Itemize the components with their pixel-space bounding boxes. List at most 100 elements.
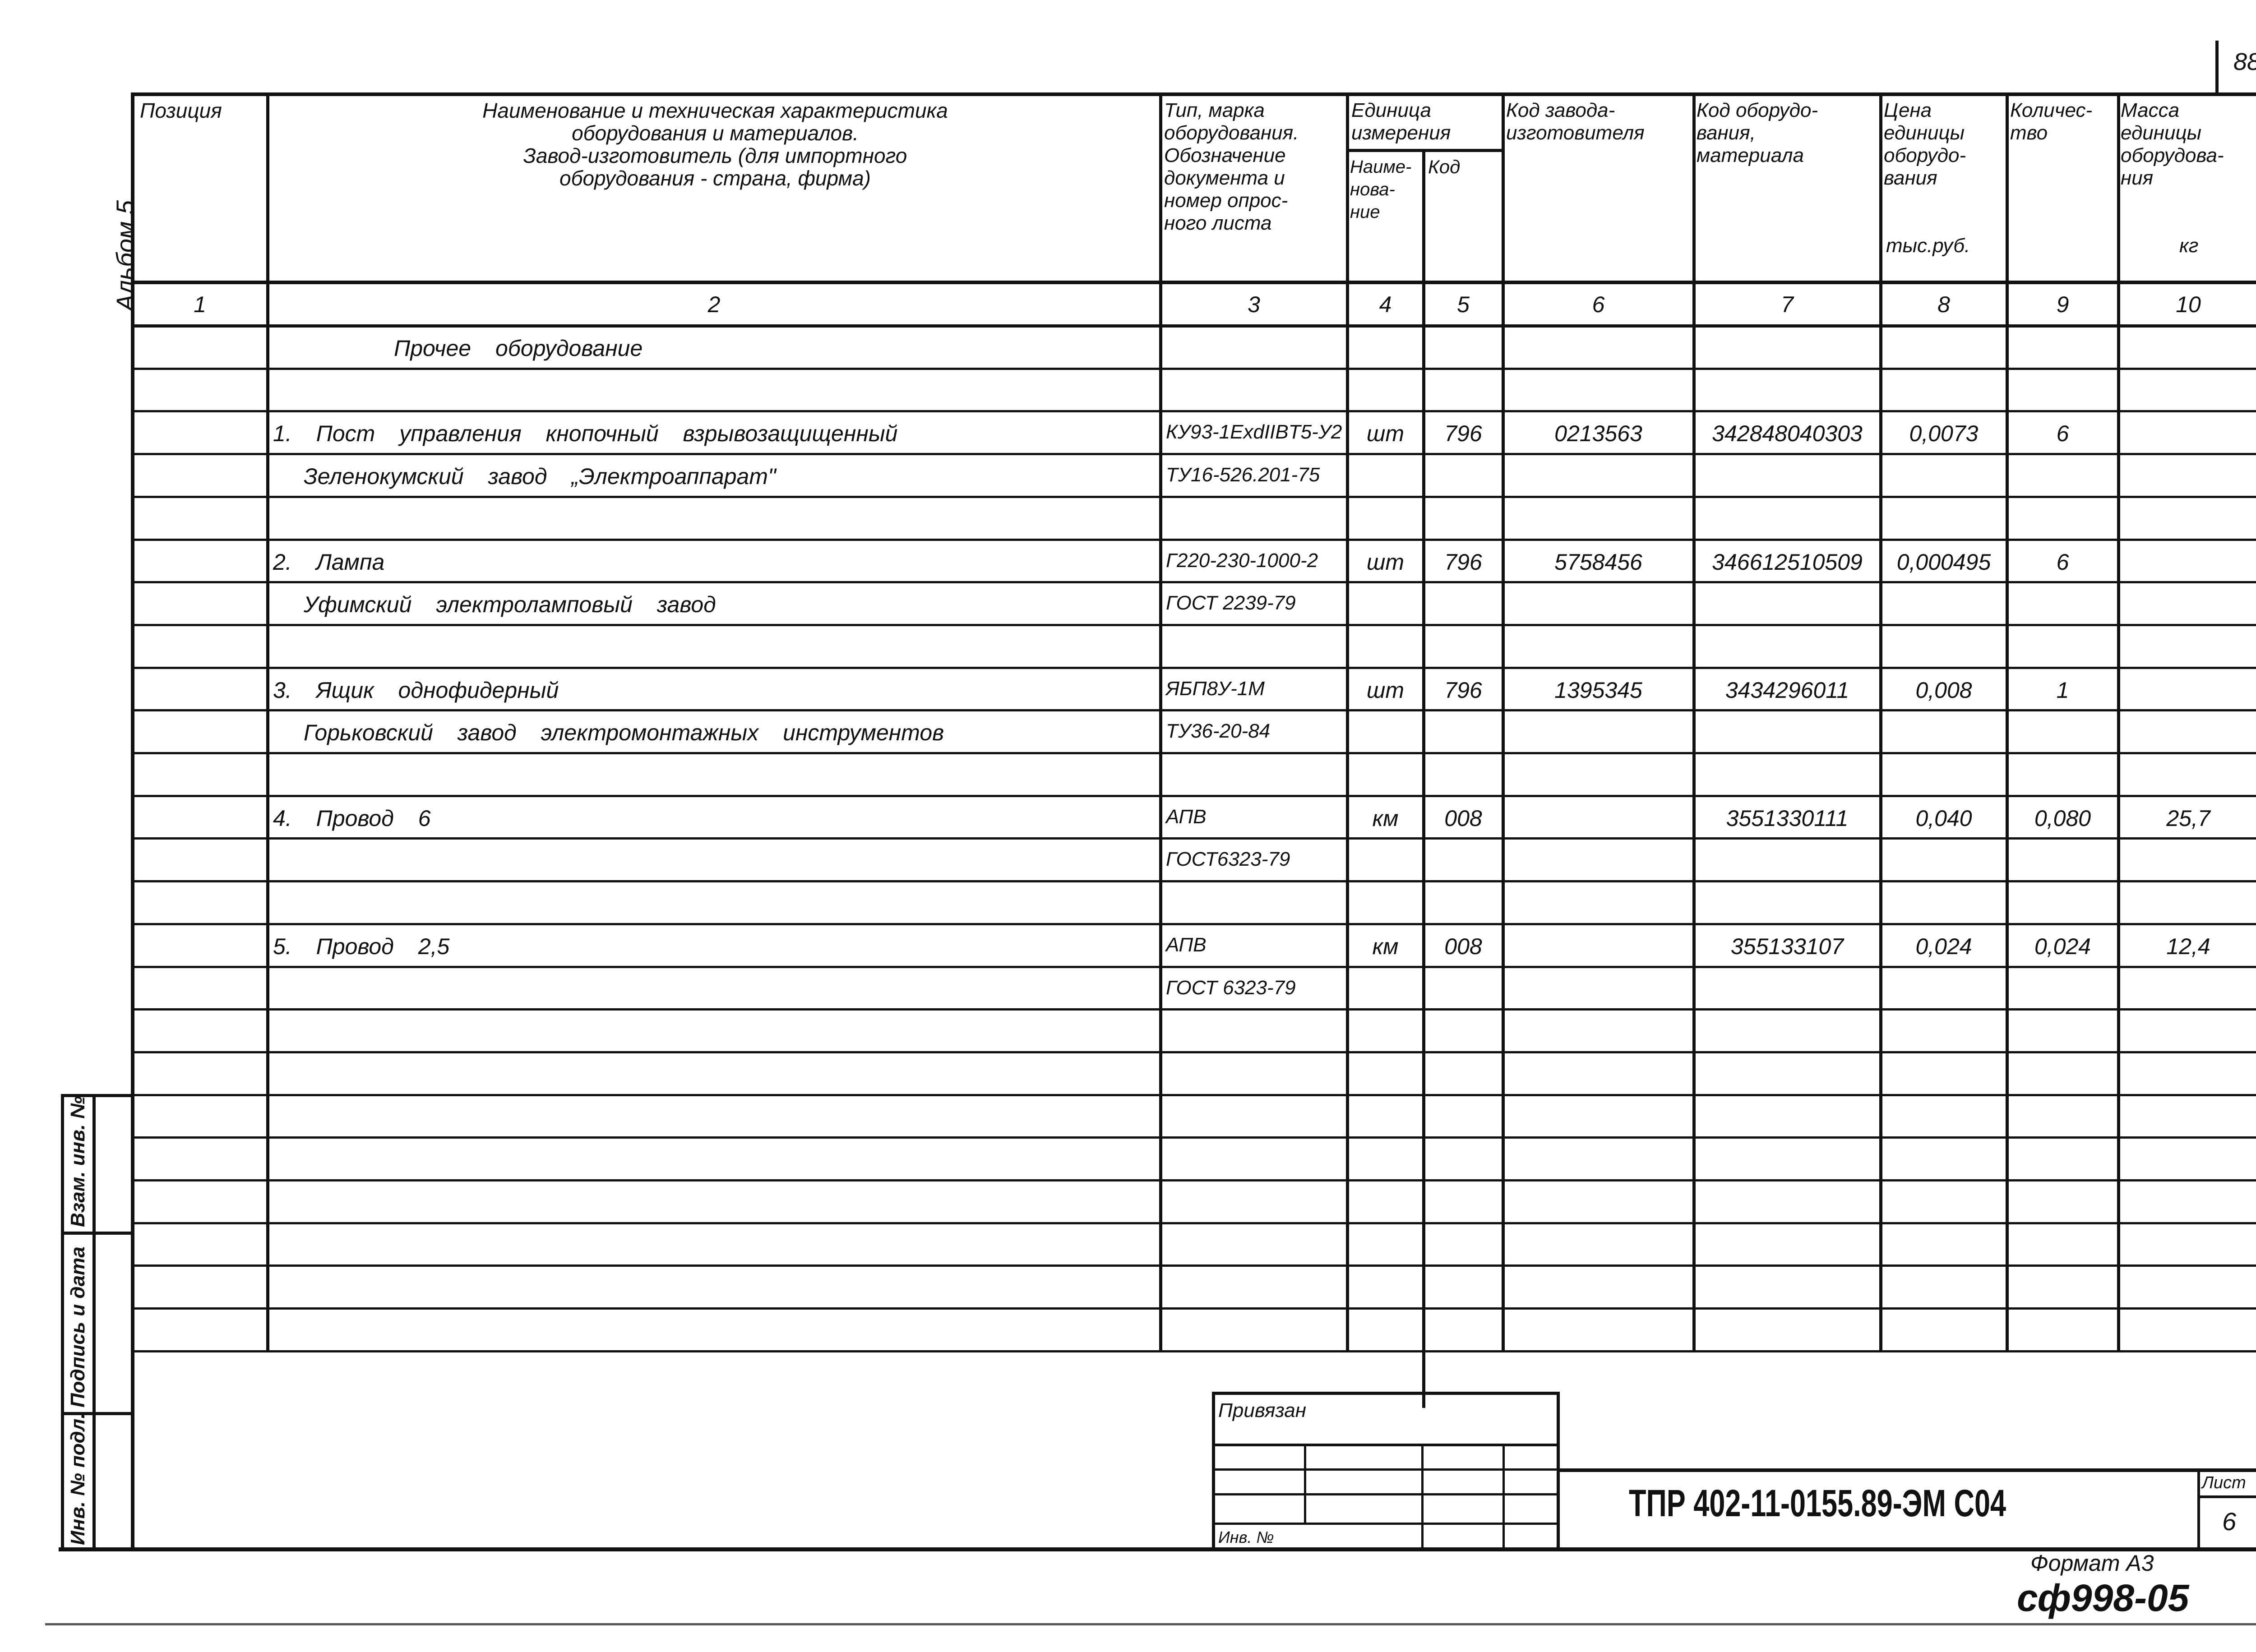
table-cell: 4. Провод 6 — [273, 805, 431, 831]
table-cell: шт — [1366, 677, 1405, 703]
table-cell: 0,080 — [2034, 805, 2091, 831]
row-rule — [132, 581, 2256, 584]
privyazan-col — [1304, 1444, 1306, 1525]
table-cell: 008 — [1444, 933, 1482, 959]
row-rule — [132, 923, 2256, 925]
privyazan-rule — [1212, 1468, 1559, 1471]
table-cell: Г220-230-1000-2 — [1166, 549, 1318, 572]
sheet-number: 6 — [2222, 1507, 2237, 1536]
row-rule — [132, 666, 2256, 669]
row-rule — [132, 1307, 2256, 1310]
table-cell: 5758456 — [1554, 549, 1642, 575]
table-cell: 3434296011 — [1725, 677, 1849, 703]
table-cell: 6 — [2056, 421, 2069, 447]
vzam-inv-label: Взам. инв. № — [67, 1096, 89, 1227]
table-cell: 342848040303 — [1712, 421, 1863, 447]
row-rule — [132, 538, 2256, 541]
table-cell: 12,4 — [2166, 933, 2210, 959]
inv-no-label: Инв. № — [1218, 1528, 1274, 1546]
row-rule — [132, 367, 2256, 370]
table-cell: АПВ — [1166, 805, 1207, 828]
column-number: 1 — [194, 292, 206, 317]
side-stamp-rule — [61, 1412, 133, 1415]
header-bottom-rule — [132, 281, 2256, 284]
header-quantity: Количес- тво — [2010, 99, 2093, 144]
row-rule — [132, 1350, 2256, 1352]
header-price: Цена единицы оборудо- вания — [1884, 99, 1966, 189]
scan-edge-line — [45, 1623, 2256, 1625]
table-cell: км — [1372, 805, 1399, 831]
privyazan-rule — [1212, 1493, 1559, 1495]
frame-top — [132, 92, 2256, 96]
table-cell: ТУ36-20-84 — [1166, 720, 1271, 743]
table-cell: 0213563 — [1554, 421, 1642, 447]
column-number: 5 — [1457, 292, 1470, 317]
row-rule — [132, 794, 2256, 797]
table-cell: 346612510509 — [1712, 549, 1863, 575]
table-cell: Горьковский завод электромонтажных инстр… — [304, 720, 944, 746]
row-rule — [132, 410, 2256, 413]
row-rule — [132, 324, 2256, 328]
table-cell: 2. Лампа — [273, 549, 385, 575]
header-type: Тип, марка оборудования. Обозначение док… — [1164, 99, 1299, 234]
stamp-code: сф998-05 — [2017, 1577, 2189, 1619]
column-divider — [1692, 92, 1696, 1352]
table-cell: ГОСТ 2239-79 — [1166, 592, 1296, 614]
header-maker-code: Код завода- изготовителя — [1506, 99, 1645, 144]
row-rule — [132, 623, 2256, 626]
side-stamp-top — [61, 1094, 133, 1097]
column-number: 8 — [1937, 292, 1950, 317]
table-cell: Зеленокумский завод „Электроаппарат" — [304, 464, 776, 489]
row-rule — [132, 1179, 2256, 1181]
header-position: Позиция — [140, 99, 222, 122]
table-cell: Прочее оборудование — [394, 336, 643, 361]
header-mass: Масса единицы оборудова- ния — [2121, 99, 2224, 189]
column-number: 2 — [707, 292, 721, 317]
table-cell: 1395345 — [1554, 677, 1642, 703]
table-cell: 25,7 — [2166, 805, 2210, 831]
column-number: 3 — [1248, 292, 1260, 317]
table-cell: КУ93-1ExdIIBT5-У2 — [1166, 421, 1342, 443]
table-cell: км — [1372, 933, 1399, 959]
row-rule — [132, 453, 2256, 456]
row-rule — [132, 752, 2256, 754]
table-cell: 008 — [1444, 805, 1482, 831]
row-rule — [132, 965, 2256, 968]
table-cell: Уфимский электроламповый завод — [304, 592, 716, 618]
sheet-box-left — [2197, 1468, 2200, 1550]
column-divider — [2117, 92, 2120, 1352]
column-divider — [266, 92, 269, 1352]
column-divider — [2006, 92, 2009, 1352]
table-cell: ГОСТ6323-79 — [1166, 848, 1290, 871]
row-rule — [132, 495, 2256, 498]
privyazan-rule — [1212, 1523, 1559, 1525]
title-block-top — [1557, 1468, 2256, 1472]
header-unit-code: Код — [1428, 156, 1461, 177]
table-cell: 796 — [1444, 421, 1482, 447]
side-stamp-divider — [92, 1094, 96, 1550]
header-mass-unit: кг — [2179, 235, 2199, 257]
side-stamp-rule — [61, 1232, 133, 1235]
column-divider — [1422, 149, 1425, 1408]
table-cell: 796 — [1444, 549, 1482, 575]
privyazan-rule — [1212, 1444, 1559, 1446]
page-number-box — [2215, 41, 2219, 95]
signature-date-label: Подпись и дата — [67, 1246, 89, 1407]
table-cell: 355133107 — [1730, 933, 1844, 959]
table-cell: ЯБП8У-1М — [1166, 677, 1265, 700]
side-stamp-left — [61, 1094, 64, 1550]
table-cell: 3. Ящик однофидерный — [273, 677, 559, 703]
sheet-box-rule — [2197, 1495, 2256, 1498]
column-number: 7 — [1781, 292, 1794, 317]
table-cell: 0,024 — [2034, 933, 2091, 959]
row-rule — [132, 1094, 2256, 1096]
page-number: 88 — [2233, 48, 2256, 75]
table-cell: 0,024 — [1915, 933, 1972, 959]
table-cell: 0,008 — [1915, 677, 1972, 703]
header-unit-name: Наиме- нова- ние — [1350, 157, 1412, 222]
row-rule — [132, 709, 2256, 712]
table-cell: 796 — [1444, 677, 1482, 703]
table-cell: 3551330111 — [1726, 805, 1849, 831]
table-cell: 6 — [2056, 549, 2069, 575]
privyazan-left — [1212, 1392, 1215, 1550]
